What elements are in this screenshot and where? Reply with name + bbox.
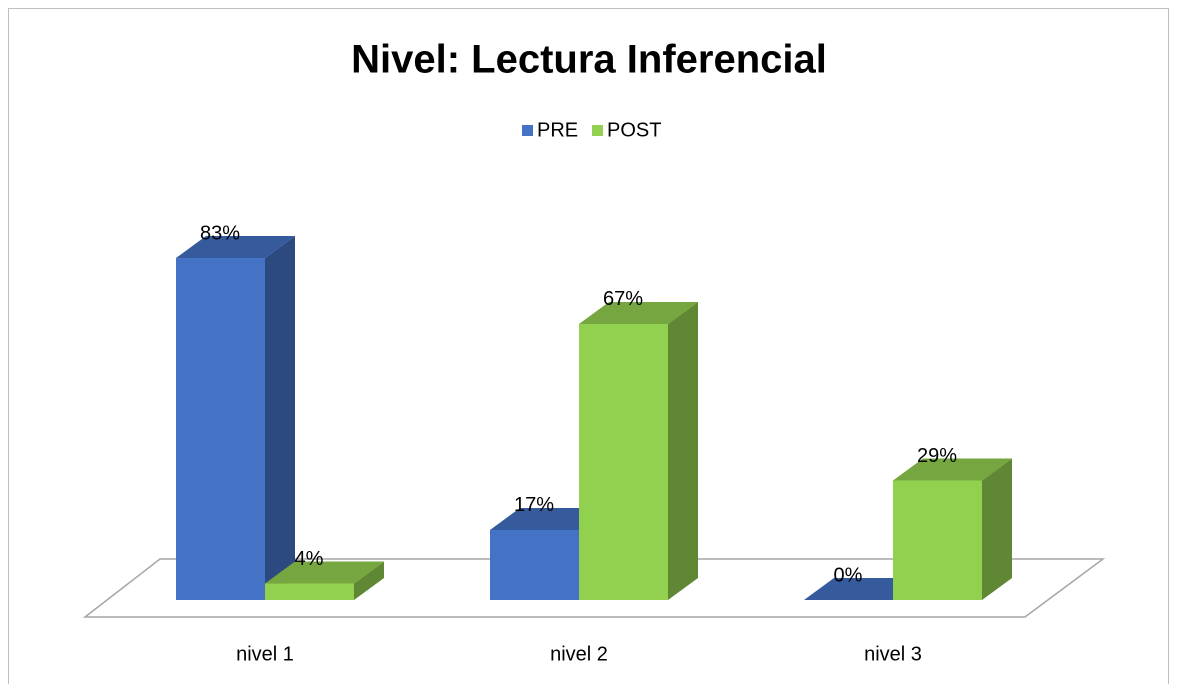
bar-top <box>893 458 1012 481</box>
data-label: 29% <box>917 445 957 467</box>
data-label: 4% <box>295 548 324 570</box>
data-label: 67% <box>603 288 643 310</box>
bar-side <box>668 301 698 600</box>
bar <box>893 480 982 600</box>
data-label: 0% <box>834 564 863 586</box>
bar-side <box>265 236 295 601</box>
bar <box>265 583 354 600</box>
bar-side <box>354 561 384 600</box>
x-tick-label: nivel 2 <box>550 643 608 665</box>
bar <box>176 258 265 600</box>
chart-border <box>8 8 1169 684</box>
data-label: 83% <box>200 222 240 244</box>
legend-label: POST <box>607 119 661 141</box>
legend-swatch <box>592 125 603 136</box>
bar-top <box>579 301 698 324</box>
bar <box>490 529 579 600</box>
bar-top <box>176 236 295 259</box>
legend-label: PRE <box>537 119 578 141</box>
chart-title: Nivel: Lectura Inferencial <box>351 38 827 82</box>
x-tick-label: nivel 3 <box>864 643 922 665</box>
x-tick-label: nivel 1 <box>236 643 294 665</box>
bar-top <box>265 561 384 584</box>
bar-side <box>982 458 1012 600</box>
legend-swatch <box>522 125 533 136</box>
data-label: 17% <box>514 494 554 516</box>
bar <box>579 323 668 600</box>
